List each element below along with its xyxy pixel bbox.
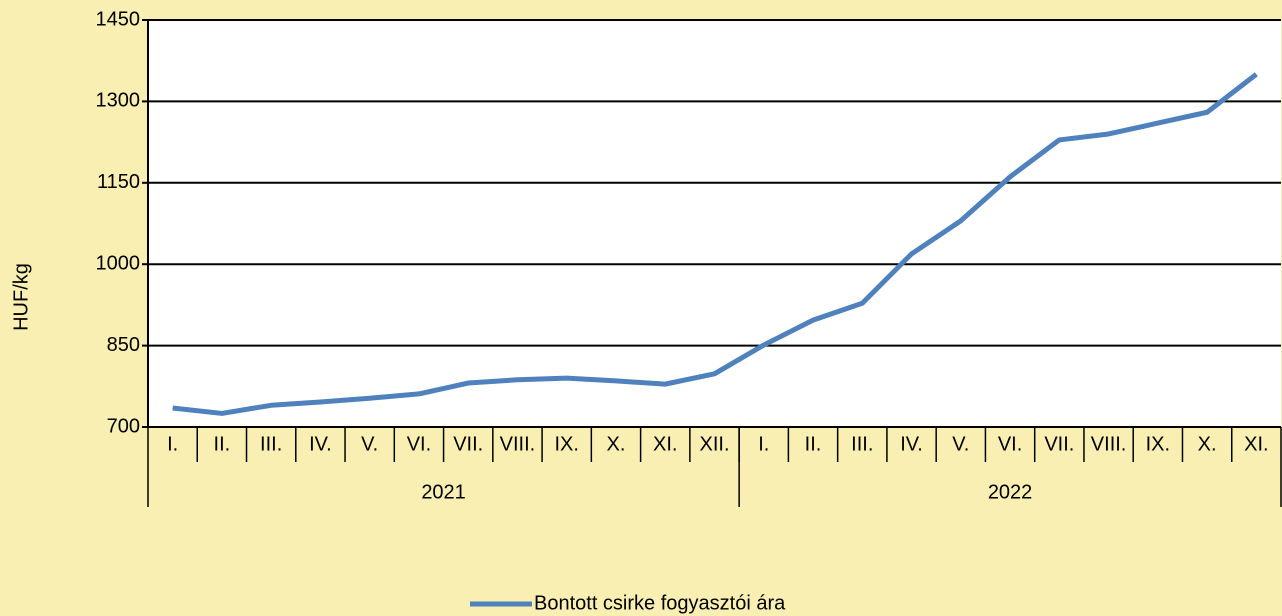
plot-area bbox=[148, 20, 1281, 427]
x-tick-label: II. bbox=[214, 433, 231, 455]
group-label: 2021 bbox=[421, 481, 466, 503]
y-axis-label: HUF/kg bbox=[10, 263, 32, 331]
x-tick-label: IX. bbox=[554, 433, 578, 455]
x-tick-label: II. bbox=[805, 433, 822, 455]
x-tick-label: VI. bbox=[407, 433, 431, 455]
x-tick-label: XI. bbox=[653, 433, 677, 455]
x-tick-label: VIII. bbox=[500, 433, 536, 455]
data-line bbox=[172, 72, 1258, 416]
x-tick-label: X. bbox=[607, 433, 626, 455]
legend-label: Bontott csirke fogyasztói ára bbox=[534, 592, 786, 614]
x-tick-label: VII. bbox=[453, 433, 483, 455]
x-tick-label: V. bbox=[361, 433, 378, 455]
x-tick-label: IV. bbox=[900, 433, 923, 455]
y-tick-label: 1450 bbox=[96, 8, 141, 30]
x-tick-label: VII. bbox=[1044, 433, 1074, 455]
group-label: 2022 bbox=[988, 481, 1033, 503]
y-tick-label: 1300 bbox=[96, 90, 141, 112]
y-tick-label: 1000 bbox=[96, 252, 141, 274]
x-tick-label: VI. bbox=[998, 433, 1022, 455]
x-tick-label: XI. bbox=[1244, 433, 1268, 455]
x-tick-label: V. bbox=[952, 433, 969, 455]
x-tick-label: III. bbox=[851, 433, 873, 455]
x-tick-label: VIII. bbox=[1091, 433, 1127, 455]
y-tick-label: 1150 bbox=[97, 171, 140, 193]
x-tick-label: III. bbox=[260, 433, 282, 455]
x-tick-label: I. bbox=[167, 433, 178, 455]
y-tick-label: 850 bbox=[107, 334, 140, 356]
x-tick-label: I. bbox=[758, 433, 769, 455]
x-tick-label: XII. bbox=[699, 433, 729, 455]
x-tick-label: IV. bbox=[309, 433, 332, 455]
x-tick-label: IX. bbox=[1146, 433, 1170, 455]
y-tick-label: 700 bbox=[107, 415, 140, 437]
x-tick-label: X. bbox=[1198, 433, 1217, 455]
